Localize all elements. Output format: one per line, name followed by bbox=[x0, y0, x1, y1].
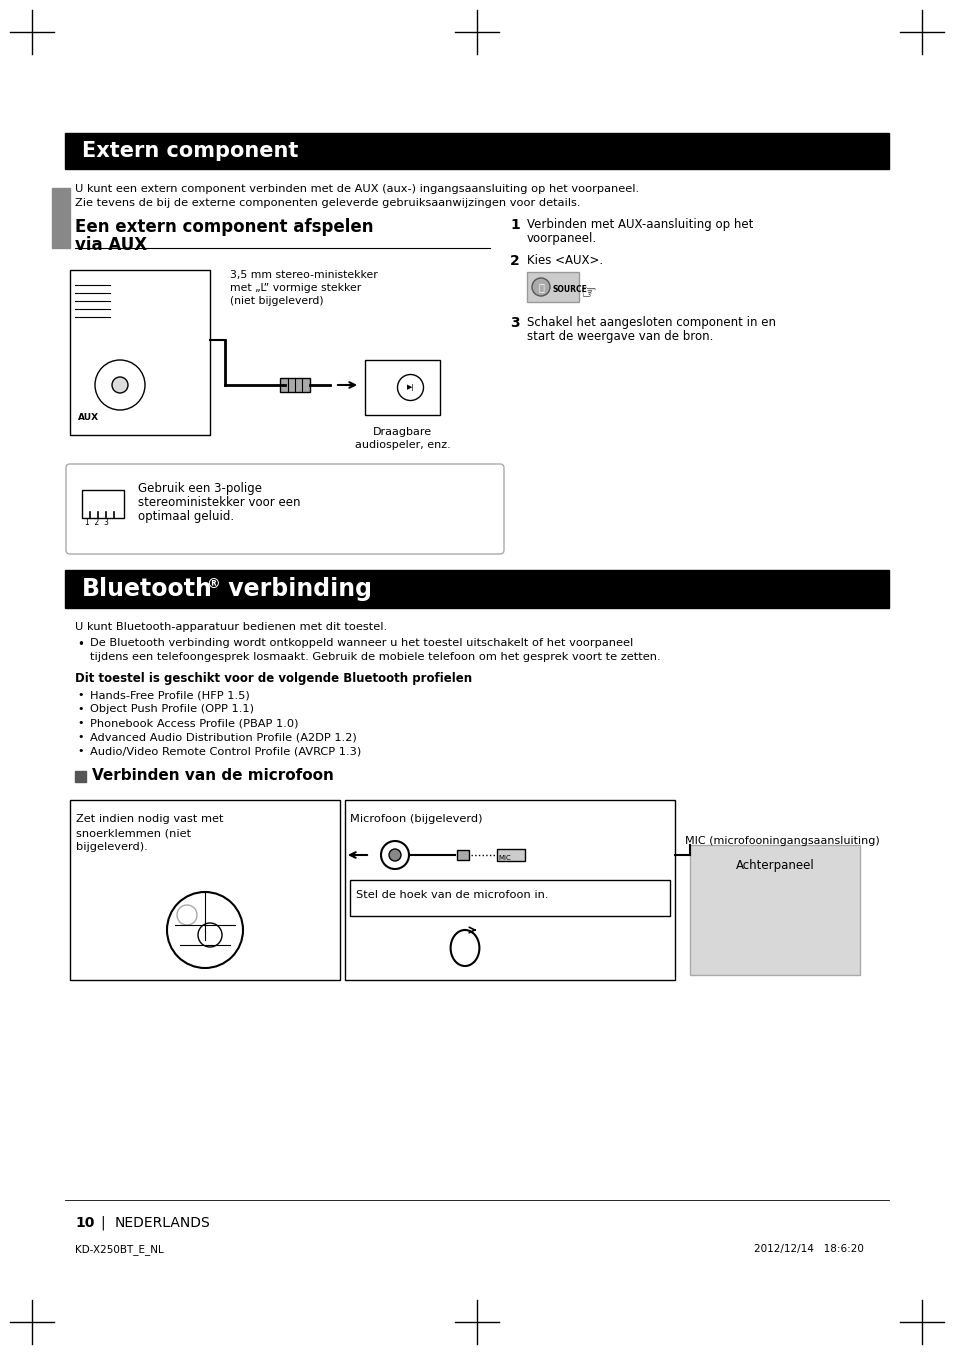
Circle shape bbox=[167, 892, 243, 968]
Bar bbox=[456, 850, 469, 860]
Text: MIC: MIC bbox=[497, 854, 510, 861]
Bar bbox=[65, 133, 888, 169]
Text: U kunt Bluetooth-apparatuur bedienen met dit toestel.: U kunt Bluetooth-apparatuur bedienen met… bbox=[75, 621, 387, 632]
Text: Achterpaneel: Achterpaneel bbox=[735, 858, 814, 872]
Text: voorpaneel.: voorpaneel. bbox=[526, 232, 597, 245]
Text: ⏻: ⏻ bbox=[537, 282, 543, 292]
Text: stereoministekker voor een: stereoministekker voor een bbox=[138, 496, 300, 509]
Circle shape bbox=[95, 360, 145, 410]
Text: tijdens een telefoongesprek losmaakt. Gebruik de mobiele telefoon om het gesprek: tijdens een telefoongesprek losmaakt. Ge… bbox=[90, 653, 659, 662]
Text: AUX: AUX bbox=[78, 413, 99, 422]
Circle shape bbox=[177, 904, 196, 925]
Text: Zie tevens de bij de externe componenten geleverde gebruiksaanwijzingen voor det: Zie tevens de bij de externe componenten… bbox=[75, 198, 579, 209]
Text: •: • bbox=[77, 733, 84, 742]
Text: Verbinden van de microfoon: Verbinden van de microfoon bbox=[91, 768, 334, 783]
Bar bbox=[526, 272, 578, 302]
Text: NEDERLANDS: NEDERLANDS bbox=[115, 1216, 211, 1229]
Text: U kunt een extern component verbinden met de AUX (aux-) ingangsaansluiting op he: U kunt een extern component verbinden me… bbox=[75, 184, 639, 194]
Bar bbox=[280, 378, 310, 393]
Text: via AUX: via AUX bbox=[75, 236, 147, 255]
Bar bbox=[350, 880, 669, 917]
Text: 10: 10 bbox=[75, 1216, 94, 1229]
Text: |: | bbox=[100, 1215, 105, 1229]
Text: Dit toestel is geschikt voor de volgende Bluetooth profielen: Dit toestel is geschikt voor de volgende… bbox=[75, 672, 472, 685]
Text: De Bluetooth verbinding wordt ontkoppeld wanneer u het toestel uitschakelt of he: De Bluetooth verbinding wordt ontkoppeld… bbox=[90, 638, 633, 649]
Text: SOURCE: SOURCE bbox=[553, 284, 587, 294]
Text: Audio/Video Remote Control Profile (AVRCP 1.3): Audio/Video Remote Control Profile (AVRC… bbox=[90, 746, 361, 756]
Text: •: • bbox=[77, 718, 84, 728]
Text: bijgeleverd).: bijgeleverd). bbox=[76, 842, 148, 852]
Text: 1: 1 bbox=[510, 218, 519, 232]
Bar bbox=[52, 188, 70, 248]
Bar bbox=[70, 269, 210, 435]
Text: Verbinden met AUX-aansluiting op het: Verbinden met AUX-aansluiting op het bbox=[526, 218, 753, 232]
Text: Draagbare: Draagbare bbox=[373, 427, 432, 437]
Circle shape bbox=[198, 923, 222, 946]
Text: •: • bbox=[77, 691, 84, 700]
Circle shape bbox=[397, 375, 423, 401]
Circle shape bbox=[380, 841, 409, 869]
Bar bbox=[65, 570, 888, 608]
Text: ▶|: ▶| bbox=[406, 385, 414, 391]
Circle shape bbox=[532, 278, 550, 297]
Bar bbox=[70, 800, 339, 980]
Text: MIC (microfooningangsaansluiting): MIC (microfooningangsaansluiting) bbox=[684, 835, 879, 846]
Text: Hands-Free Profile (HFP 1.5): Hands-Free Profile (HFP 1.5) bbox=[90, 691, 250, 700]
Text: ☞: ☞ bbox=[579, 283, 596, 301]
Text: ®: ® bbox=[206, 577, 219, 590]
Text: •: • bbox=[77, 638, 84, 651]
Text: 3,5 mm stereo-ministekker: 3,5 mm stereo-ministekker bbox=[230, 269, 377, 280]
Text: 1  2  3: 1 2 3 bbox=[85, 519, 109, 527]
Text: met „L” vormige stekker: met „L” vormige stekker bbox=[230, 283, 361, 292]
Text: Advanced Audio Distribution Profile (A2DP 1.2): Advanced Audio Distribution Profile (A2D… bbox=[90, 733, 356, 742]
Text: (niet bijgeleverd): (niet bijgeleverd) bbox=[230, 297, 323, 306]
Text: Object Push Profile (OPP 1.1): Object Push Profile (OPP 1.1) bbox=[90, 704, 253, 714]
Text: start de weergave van de bron.: start de weergave van de bron. bbox=[526, 330, 713, 343]
Text: 3: 3 bbox=[510, 315, 519, 330]
Circle shape bbox=[112, 376, 128, 393]
Text: Kies <AUX>.: Kies <AUX>. bbox=[526, 255, 602, 267]
Text: Een extern component afspelen: Een extern component afspelen bbox=[75, 218, 374, 236]
Text: •: • bbox=[77, 746, 84, 756]
Text: Extern component: Extern component bbox=[82, 141, 298, 161]
Text: optimaal geluid.: optimaal geluid. bbox=[138, 510, 233, 523]
Text: Microfoon (bijgeleverd): Microfoon (bijgeleverd) bbox=[350, 814, 482, 825]
Text: Bluetooth: Bluetooth bbox=[82, 577, 213, 601]
Text: Phonebook Access Profile (PBAP 1.0): Phonebook Access Profile (PBAP 1.0) bbox=[90, 718, 298, 728]
FancyBboxPatch shape bbox=[66, 464, 503, 554]
Text: Schakel het aangesloten component in en: Schakel het aangesloten component in en bbox=[526, 315, 775, 329]
Bar bbox=[365, 360, 439, 414]
Text: •: • bbox=[77, 704, 84, 714]
Bar bbox=[497, 849, 524, 861]
Text: snoerklemmen (niet: snoerklemmen (niet bbox=[76, 829, 191, 838]
Bar bbox=[689, 845, 859, 975]
Text: verbinding: verbinding bbox=[220, 577, 372, 601]
Bar bbox=[75, 770, 86, 783]
Bar bbox=[82, 490, 124, 519]
Text: Gebruik een 3-polige: Gebruik een 3-polige bbox=[138, 482, 262, 496]
Bar bbox=[345, 800, 675, 980]
Text: Stel de hoek van de microfoon in.: Stel de hoek van de microfoon in. bbox=[355, 890, 548, 900]
Text: 2: 2 bbox=[510, 255, 519, 268]
Circle shape bbox=[389, 849, 400, 861]
Text: audiospeler, enz.: audiospeler, enz. bbox=[355, 440, 450, 450]
Text: 2012/12/14   18:6:20: 2012/12/14 18:6:20 bbox=[753, 1244, 863, 1254]
Text: KD-X250BT_E_NL: KD-X250BT_E_NL bbox=[75, 1244, 164, 1255]
Text: Zet indien nodig vast met: Zet indien nodig vast met bbox=[76, 814, 223, 825]
